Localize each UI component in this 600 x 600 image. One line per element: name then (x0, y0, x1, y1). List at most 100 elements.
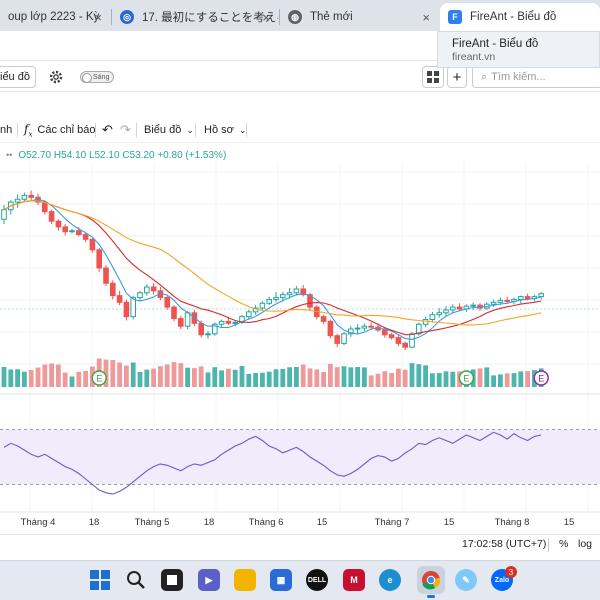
close-icon[interactable]: × (94, 9, 102, 25)
oscillator-line (3, 431, 542, 495)
add-chart-button[interactable]: + (447, 66, 467, 88)
tab-group-class[interactable]: oup lớp 2223 - Kỳ × (0, 3, 110, 31)
tab-fireant[interactable]: F FireAnt - Biểu đồ (440, 3, 600, 31)
candle-body (14, 198, 21, 203)
candle (171, 305, 177, 322)
redo-button[interactable]: ↷ (120, 117, 131, 143)
candle-body (490, 301, 497, 305)
volume-bar (35, 367, 41, 387)
candle-body (96, 249, 103, 269)
candle (1, 204, 7, 225)
volume-bar (341, 366, 347, 387)
volume-bar (137, 372, 143, 387)
chart-mode-button[interactable]: iểu đồ (0, 66, 36, 88)
event-marker-circle (533, 370, 549, 386)
undo-button[interactable]: ↶ (102, 117, 113, 143)
theme-toggle[interactable]: Sáng (80, 71, 114, 83)
paint-icon[interactable]: ✎ (455, 569, 477, 591)
volume-bar (348, 367, 354, 387)
volume-bar (321, 372, 326, 387)
volume-bar (83, 371, 88, 387)
candle (286, 288, 293, 299)
x-tick-label: Tháng 6 (249, 517, 284, 528)
price-chart[interactable]: E E E Tháng 4 18 Tháng 5 18 Tháng 6 15 Tháng 7 15… (0, 162, 600, 534)
ohlc-open: O52.70 (18, 149, 52, 161)
tab-japanese-page[interactable]: ◎ 17. 最初にすることを考える × (112, 3, 278, 31)
x-tick-label: 15 (317, 517, 328, 528)
volume-bar (280, 369, 286, 387)
close-icon[interactable]: × (422, 9, 430, 25)
candle (205, 330, 211, 339)
volume-bar (525, 371, 530, 387)
indicators-button[interactable]: fx Các chỉ báo (24, 117, 96, 143)
candle (463, 304, 470, 312)
chart-toolbar: nh fx Các chỉ báo ↶ ↷ Biểu đồ ⌄ Hồ sơ ⌄ (0, 117, 600, 143)
volume-bar (409, 363, 415, 387)
candle-body (429, 314, 436, 321)
layout-grid-button[interactable] (422, 66, 444, 88)
windows-start-icon[interactable] (89, 569, 111, 591)
notification-badge: 3 (505, 566, 517, 578)
volume-bar (498, 374, 503, 387)
candle (429, 311, 436, 323)
x-tick-label: 15 (564, 517, 575, 528)
volume-bar (334, 367, 340, 387)
edge-icon[interactable]: e (379, 569, 401, 591)
gear-icon[interactable] (48, 69, 64, 85)
moving-average-line (3, 198, 542, 340)
volume-bar (171, 362, 177, 387)
log-scale-toggle[interactable]: log (578, 538, 593, 550)
candle-body (307, 294, 313, 308)
interval-button[interactable]: nh (0, 117, 12, 143)
task-view-icon[interactable] (161, 569, 183, 591)
volume-bar (314, 369, 320, 387)
volume-bar (198, 366, 204, 387)
volume-bar (246, 374, 252, 387)
moving-average-line (3, 200, 542, 336)
candle-body (341, 333, 347, 344)
candle-body (266, 298, 272, 304)
x-tick-label: Tháng 5 (135, 517, 170, 528)
candle-body (69, 230, 75, 233)
candle-body (504, 299, 510, 302)
profile-menu-button[interactable]: Hồ sơ ⌄ (204, 117, 246, 143)
volume-bar (450, 371, 456, 387)
volume-bar (477, 368, 483, 387)
volume-bar (300, 364, 306, 387)
file-explorer-icon[interactable] (234, 569, 256, 591)
dell-icon[interactable]: DELL (306, 569, 328, 591)
candle (69, 228, 75, 234)
event-marker-circle (91, 370, 107, 386)
chrome-icon[interactable] (417, 566, 445, 594)
candle (280, 291, 286, 302)
candle-body (382, 329, 388, 336)
candle-body (246, 311, 252, 318)
candle-body (218, 320, 225, 325)
candle-body (273, 297, 279, 300)
candle (314, 305, 320, 320)
ohlc-legend: •• O52.70 H54.10 L52.10 C53.20 +0.80 (+1… (0, 148, 226, 162)
volume-bar (205, 372, 211, 387)
volume-bar (76, 372, 82, 387)
chart-menu-button[interactable]: Biểu đồ ⌄ (144, 117, 194, 143)
candle-body (103, 267, 109, 284)
volume-bar (253, 373, 258, 387)
volume-bar (382, 371, 388, 387)
volume-bar (185, 367, 190, 387)
teams-icon[interactable]: ▶ (198, 569, 220, 591)
candle-body (28, 194, 34, 198)
close-icon[interactable]: × (262, 9, 270, 25)
search-input[interactable]: ⌕ Tìm kiếm... (472, 66, 600, 88)
candle-body (232, 321, 238, 324)
percent-scale-toggle[interactable]: % (559, 538, 569, 550)
dell-label: DELL (307, 576, 327, 584)
volume-bar (117, 362, 122, 387)
search-icon[interactable] (125, 569, 147, 591)
candle-body (524, 296, 531, 300)
tab-new-tab[interactable]: ◍ Thẻ mới × (280, 3, 438, 31)
store-icon[interactable]: ▦ (270, 569, 292, 591)
candle (456, 303, 463, 311)
candle-body (259, 302, 266, 309)
candle (416, 322, 422, 336)
mcafee-icon[interactable]: M (343, 569, 365, 591)
